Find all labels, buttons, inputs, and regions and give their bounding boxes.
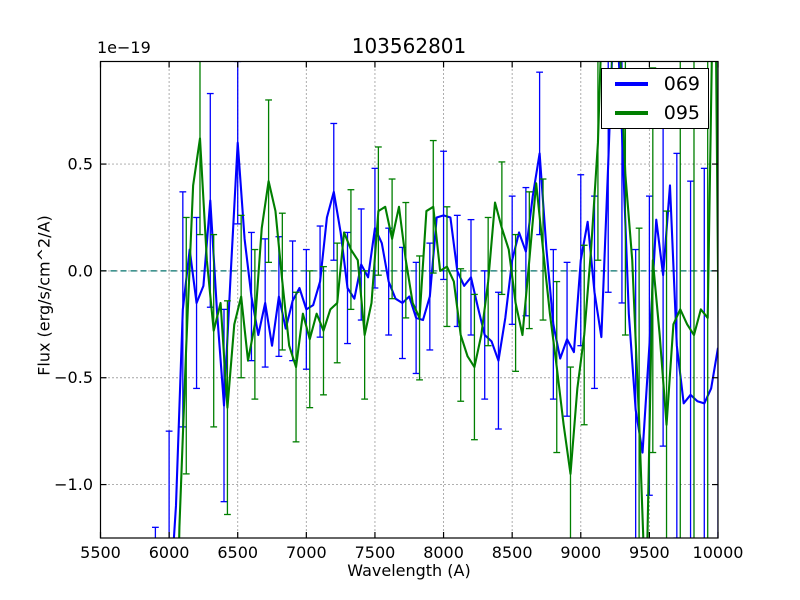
legend-item-label: 069 <box>663 73 700 96</box>
y-tick-label: −1.0 <box>54 475 93 494</box>
legend-line-sample-green <box>615 110 648 115</box>
series-line-069 <box>172 61 718 538</box>
x-tick-label: 6000 <box>149 543 190 562</box>
legend-item-069: 069 <box>602 71 708 98</box>
legend-line-sample-blue <box>615 82 648 87</box>
x-tick-label: 5500 <box>80 543 121 562</box>
y-tick-label: −0.5 <box>54 368 93 387</box>
x-tick-label: 9500 <box>629 543 670 562</box>
legend-item-label: 095 <box>663 101 700 124</box>
x-tick-label: 10000 <box>693 543 744 562</box>
plot-title: 103562801 <box>351 34 467 58</box>
axes-frame <box>99 60 719 539</box>
series-line-095 <box>178 61 718 538</box>
x-axis-label: Wavelength (A) <box>347 561 471 580</box>
legend: 069 095 <box>601 68 709 129</box>
x-tick-label: 7000 <box>286 543 327 562</box>
x-tick-label: 7500 <box>355 543 396 562</box>
x-tick-label: 9000 <box>560 543 601 562</box>
y-axis-label: Flux (erg/s/cm^2/A) <box>34 215 54 376</box>
y-tick-label: 0.0 <box>68 261 93 280</box>
y-tick-label: 0.5 <box>68 155 93 174</box>
x-tick-label: 8500 <box>492 543 533 562</box>
x-tick-label: 8000 <box>423 543 464 562</box>
y-axis-offset-label: 1e−19 <box>97 38 151 57</box>
x-tick-label: 6500 <box>217 543 258 562</box>
legend-item-095: 095 <box>602 99 708 126</box>
